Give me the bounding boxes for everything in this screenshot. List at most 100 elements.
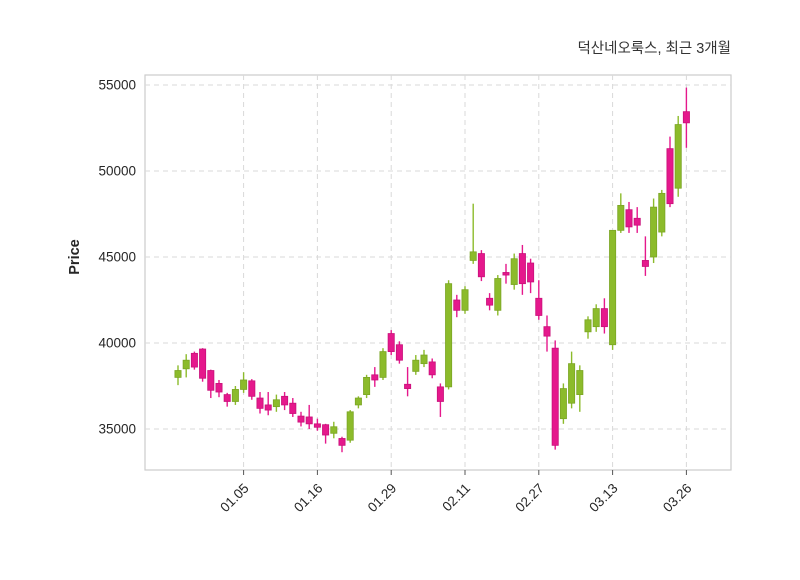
candle-up (445, 280, 453, 390)
candle-down (404, 367, 412, 397)
candle-body (207, 370, 215, 391)
candle-body (297, 415, 305, 423)
candle-down (453, 294, 461, 318)
x-tick-label: 02.27 (512, 481, 547, 516)
candle-body (420, 354, 428, 365)
candle-down (502, 263, 510, 284)
candle-down (633, 207, 641, 233)
candle-down (256, 392, 264, 414)
candle-up (182, 354, 190, 378)
candle-down (428, 358, 436, 379)
y-tick-label: 55000 (98, 78, 136, 93)
candle-body (568, 363, 576, 404)
candle-body (502, 272, 510, 276)
candle-body (461, 289, 469, 311)
candle-body (231, 389, 239, 402)
candle-body (182, 359, 190, 370)
candle-body (215, 383, 223, 393)
candle-body (510, 258, 518, 285)
candle-body (264, 404, 272, 411)
candle-up (469, 203, 477, 264)
candle-down (641, 236, 649, 276)
candle-down (223, 392, 231, 407)
candle-up (674, 115, 682, 197)
candle-up (559, 383, 567, 424)
candle-body (658, 192, 666, 233)
candle-body (469, 251, 477, 261)
candle-body (289, 402, 297, 414)
candle-body (453, 299, 461, 311)
candle-up (609, 229, 617, 350)
candle-up (420, 349, 428, 368)
candle-down (682, 87, 690, 148)
candle-body (354, 397, 362, 406)
candle-body (272, 399, 280, 408)
gridlines (144, 74, 732, 471)
candle-body (576, 370, 584, 395)
candle-down (338, 436, 346, 453)
candle-body (609, 229, 617, 346)
candle-up (272, 394, 280, 412)
candle-body (346, 411, 354, 441)
candle-body (527, 262, 535, 283)
candle-body (600, 308, 608, 328)
candle-body (445, 283, 453, 388)
candle-down (387, 330, 395, 356)
candle-body (404, 383, 412, 389)
candle-body (559, 388, 567, 420)
candle-up (346, 410, 354, 443)
candle-body (535, 297, 543, 316)
candle-up (174, 365, 182, 386)
candle-body (428, 361, 436, 376)
x-tick-label: 02.11 (439, 481, 473, 515)
candle-body (625, 209, 633, 228)
candle-body (486, 297, 494, 306)
candle-up (461, 286, 469, 314)
candle-down (199, 348, 207, 382)
candle-body (363, 376, 371, 395)
candle-up (330, 421, 338, 439)
candle-up (658, 189, 666, 237)
candle-up (617, 193, 625, 233)
candle-body (633, 217, 641, 226)
candle-up (584, 316, 592, 339)
candle-down (436, 383, 444, 417)
candle-body (379, 351, 387, 378)
candle-body (313, 423, 321, 428)
plot-border (144, 74, 732, 471)
candle-down (297, 411, 305, 427)
candle-body (322, 424, 330, 436)
candle-down (527, 258, 535, 294)
y-tick-label: 40000 (98, 336, 136, 351)
candle-body (650, 206, 658, 258)
candle-body (395, 344, 403, 361)
candle-down (281, 392, 289, 411)
candle-down (600, 298, 608, 334)
candle-body (617, 204, 625, 231)
candle-down (313, 418, 321, 431)
candle-body (584, 319, 592, 333)
y-axis-label: Price (67, 239, 83, 274)
candle-up (412, 355, 420, 375)
candle-body (666, 148, 674, 205)
candle-body (305, 416, 313, 425)
candle-body (682, 111, 690, 124)
candle-body (256, 397, 264, 409)
candle-body (518, 253, 526, 285)
candle-up (510, 253, 518, 290)
candle-body (477, 253, 485, 278)
candle-body (338, 438, 346, 446)
y-tick-label: 45000 (98, 250, 136, 265)
candle-up (576, 365, 584, 412)
candle-down (264, 392, 272, 416)
candle-up (568, 351, 576, 409)
candle-down (305, 404, 313, 429)
candle-body (240, 379, 248, 390)
candle-up (379, 348, 387, 380)
candle-body (641, 260, 649, 267)
candle-body (436, 386, 444, 402)
candle-down (371, 367, 379, 387)
x-tick-label: 03.13 (586, 481, 621, 516)
